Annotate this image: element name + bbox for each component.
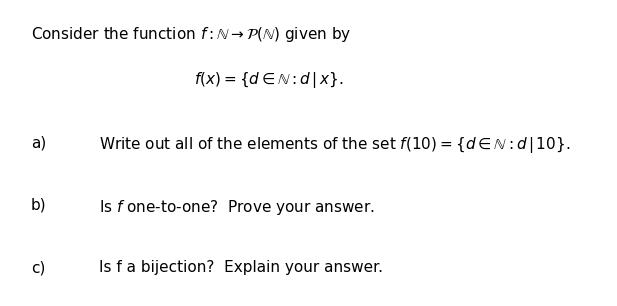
- Text: Is $f$ one-to-one?  Prove your answer.: Is $f$ one-to-one? Prove your answer.: [99, 198, 375, 217]
- Text: $f(x) = \{d \in \mathbb{N} : d\,|\, x\}.$: $f(x) = \{d \in \mathbb{N} : d\,|\, x\}.…: [194, 70, 344, 90]
- Text: a): a): [31, 135, 46, 150]
- Text: b): b): [31, 198, 46, 213]
- Text: c): c): [31, 260, 45, 275]
- Text: Is f a bijection?  Explain your answer.: Is f a bijection? Explain your answer.: [99, 260, 384, 275]
- Text: Consider the function $f : \mathbb{N} \rightarrow \mathcal{P}(\mathbb{N})$ given: Consider the function $f : \mathbb{N} \r…: [31, 25, 351, 44]
- Text: Write out all of the elements of the set $f(10) = \{d \in \mathbb{N} : d\,|\,10\: Write out all of the elements of the set…: [99, 135, 571, 155]
